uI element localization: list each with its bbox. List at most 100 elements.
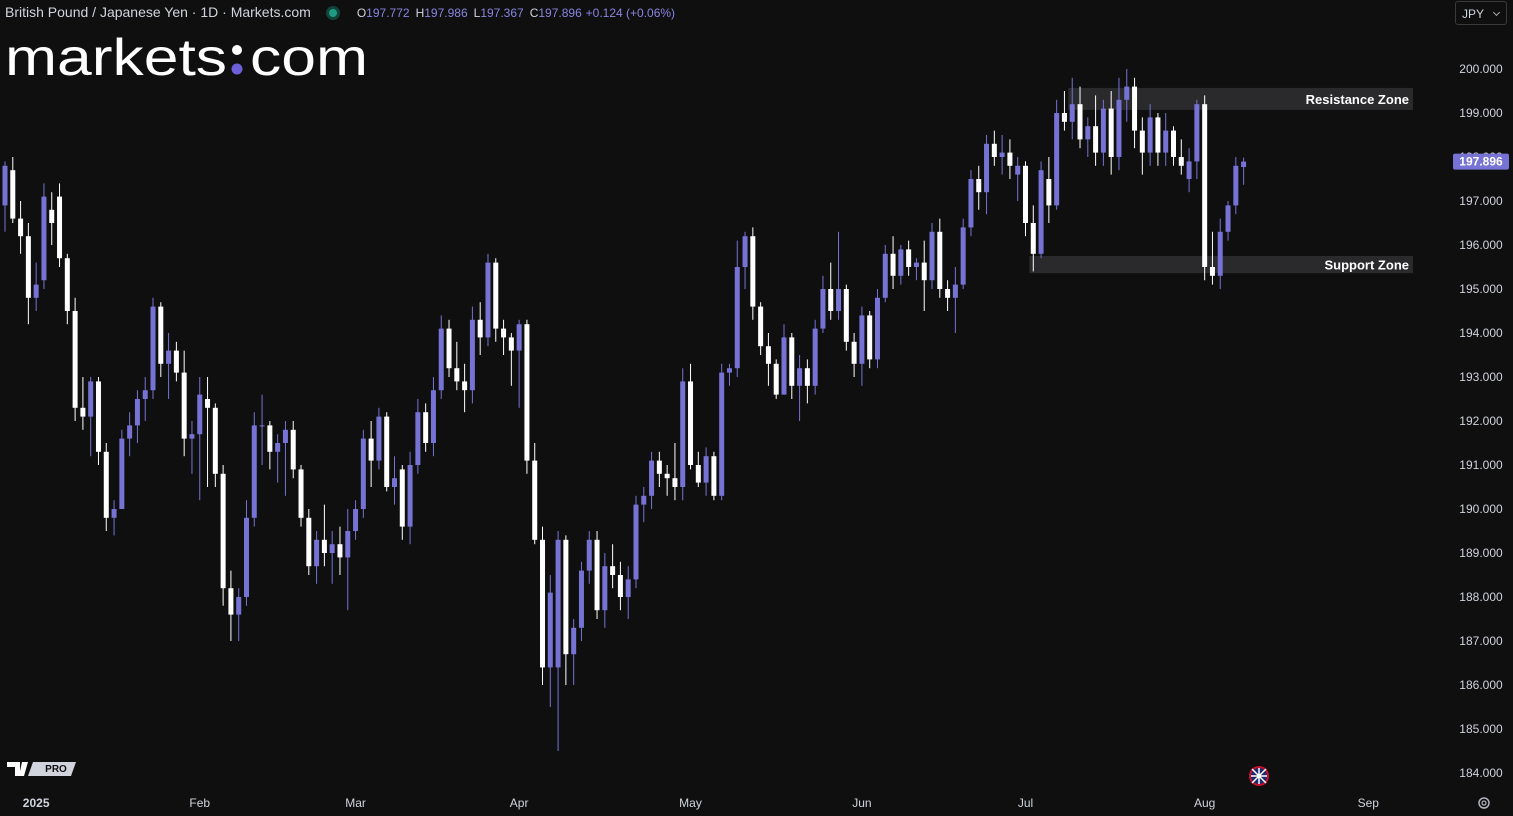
settings-icon[interactable] [1478, 797, 1490, 809]
candle-body [119, 438, 125, 510]
candle-body [134, 399, 140, 426]
candle-body [719, 372, 725, 496]
x-tick-label: Mar [345, 796, 366, 810]
candle-body [181, 372, 187, 439]
candle-body [251, 425, 257, 518]
candle-body [594, 539, 600, 611]
candle-body [111, 509, 117, 518]
candle-body [1093, 126, 1099, 153]
y-tick-label: 192.000 [1459, 414, 1503, 428]
candle-body [267, 425, 273, 452]
candle-body [220, 473, 226, 589]
logo-left: markets [5, 29, 227, 87]
candle-body [1046, 178, 1052, 206]
candle-body [750, 236, 756, 307]
candle-body [797, 368, 803, 386]
candle-body [329, 544, 335, 554]
candle-body [360, 438, 366, 510]
y-tick-label: 196.000 [1459, 238, 1503, 252]
candle-body [898, 249, 904, 276]
candle-body [913, 262, 919, 268]
candle-body [1186, 161, 1192, 179]
candle-body [1202, 104, 1208, 268]
x-tick-label: Jun [852, 796, 871, 810]
candle-body [1217, 231, 1223, 276]
candle-body [664, 473, 670, 479]
candle-body [547, 592, 553, 668]
candle-body [197, 394, 203, 435]
candle-body [820, 289, 826, 329]
x-tick-label: May [679, 796, 702, 810]
candle-body [968, 178, 974, 228]
candle-body [524, 324, 530, 461]
logo-dot [232, 45, 242, 55]
candle-body [95, 381, 101, 452]
candle-body [695, 465, 701, 483]
candle-body [1030, 222, 1036, 254]
candle-body [173, 350, 179, 373]
candle-body [672, 478, 678, 488]
candle-body [290, 429, 296, 470]
candle-body [228, 588, 234, 615]
candle-body [1038, 170, 1044, 254]
tv-logo: PRO [7, 762, 76, 776]
candle-body [625, 579, 631, 598]
ohlc-value: 197.986 [424, 6, 468, 20]
candle-body [773, 363, 779, 395]
candle-body [921, 262, 927, 281]
candle-body [984, 143, 990, 193]
candle-body [1178, 156, 1184, 166]
candle-body [812, 328, 818, 386]
candle-body [25, 236, 31, 298]
candle-body [337, 544, 343, 558]
candle-body [49, 209, 55, 223]
last-price-box [1453, 153, 1509, 170]
candle-body [142, 390, 148, 400]
y-tick-label: 195.000 [1459, 282, 1503, 296]
header: British Pound / Japanese Yen · 1D · Mark… [5, 4, 675, 20]
candle-body [828, 289, 834, 312]
candle-body [851, 341, 857, 364]
candle-body [960, 227, 966, 285]
y-tick-label: 197.000 [1459, 194, 1503, 208]
candle-body [836, 289, 842, 312]
candle-body [368, 438, 374, 461]
candle-body [477, 319, 483, 338]
candle-body [321, 539, 327, 554]
candle-body [937, 231, 943, 290]
candle-body [2, 165, 8, 206]
candle-body [680, 381, 686, 488]
ohlc-key: L [473, 6, 481, 20]
candle-body [555, 539, 561, 668]
candle-body [33, 284, 39, 298]
candle-body [1124, 86, 1130, 100]
currency-select[interactable]: JPY [1455, 1, 1507, 25]
y-tick-label: 199.000 [1459, 106, 1503, 120]
candle-body [586, 539, 592, 571]
candle-body [991, 143, 997, 157]
candle-body [1069, 104, 1075, 122]
candle-body [384, 416, 390, 488]
candle-body [243, 517, 249, 598]
candle-body [649, 460, 655, 496]
candle-body [72, 311, 78, 408]
last-price-label: 197.896 [1459, 155, 1503, 169]
candle-body [1147, 117, 1153, 153]
candle-body [41, 196, 47, 281]
candle-body [688, 381, 694, 466]
candle-body [103, 451, 109, 518]
candle-body [298, 469, 304, 518]
candle-body [212, 407, 218, 474]
candle-body [882, 253, 888, 298]
candle-body [1054, 112, 1060, 206]
candle-body [57, 196, 63, 259]
zone-label: Support Zone [1325, 258, 1410, 273]
candle-body [493, 262, 499, 329]
y-tick-label: 189.000 [1459, 546, 1503, 560]
candle-body [259, 425, 265, 427]
candle-body [1139, 130, 1145, 153]
candle-body [859, 315, 865, 364]
flag-icon [1249, 766, 1269, 786]
logo-right: com [250, 29, 368, 87]
